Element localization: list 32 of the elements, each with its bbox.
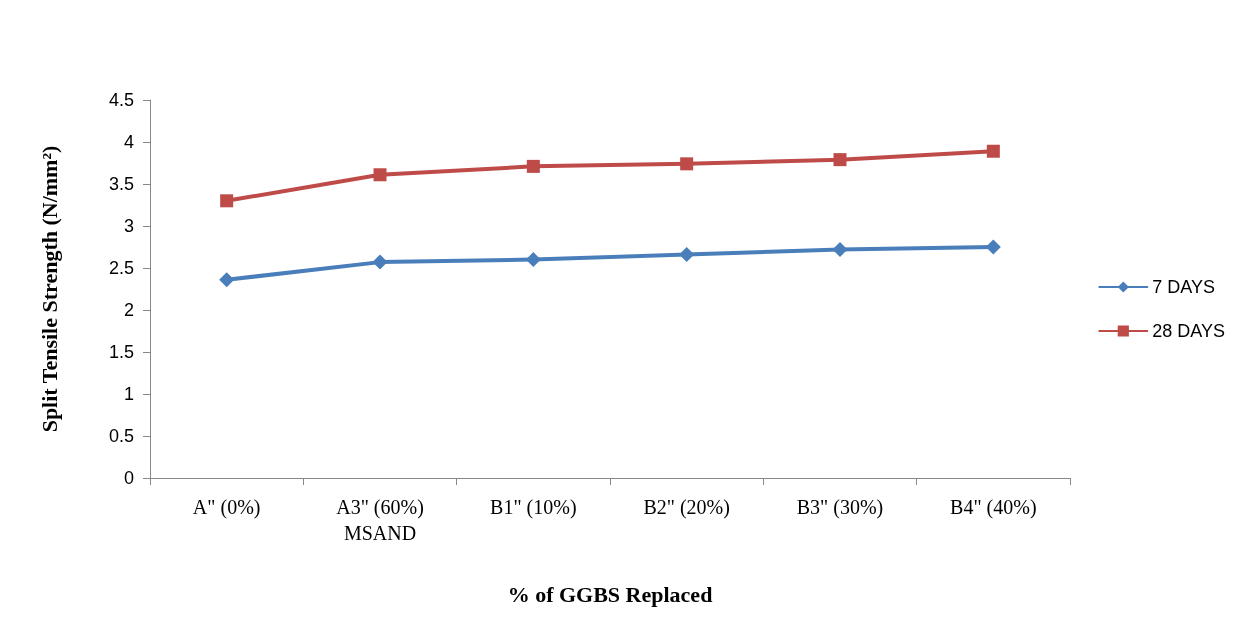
point bbox=[679, 247, 695, 263]
point bbox=[219, 272, 235, 288]
x-tick-label: B4" (40%) bbox=[950, 496, 1037, 519]
x-tick-label: B2" (20%) bbox=[643, 496, 730, 519]
y-tick-label: 1.5 bbox=[108, 342, 134, 362]
x-tick-label: B3" (30%) bbox=[796, 496, 884, 519]
x-tick-label: B1" (10%) bbox=[490, 496, 577, 519]
y-tick-label: 3 bbox=[123, 216, 134, 236]
point bbox=[986, 144, 1000, 158]
y-tick-label: 2.5 bbox=[108, 258, 134, 278]
x-axis-title: % of GGBS Replaced bbox=[507, 581, 713, 607]
point bbox=[985, 239, 1001, 255]
point bbox=[680, 157, 694, 171]
point bbox=[526, 159, 540, 173]
y-tick-label: 0 bbox=[123, 468, 134, 488]
y-axis-title: Split Tensile Strength (N/mm²) bbox=[36, 145, 62, 433]
point bbox=[525, 252, 541, 268]
point bbox=[833, 153, 847, 167]
y-tick-label: 2 bbox=[123, 300, 134, 320]
y-tick-label: 3.5 bbox=[108, 174, 134, 194]
y-tick-label: 1 bbox=[123, 384, 134, 404]
legend-label: 28 DAYS bbox=[1152, 321, 1225, 341]
x-tick-label: A3" (60%) MSAND bbox=[336, 496, 424, 544]
y-tick-label: 0.5 bbox=[108, 426, 134, 446]
point bbox=[832, 242, 848, 258]
point bbox=[220, 194, 234, 208]
y-tick-label: 4 bbox=[123, 132, 134, 152]
legend-label: 7 DAYS bbox=[1152, 277, 1215, 297]
y-tick-label: 4.5 bbox=[108, 90, 134, 110]
point bbox=[373, 168, 387, 182]
point bbox=[372, 254, 388, 270]
x-tick-label: A" (0%) bbox=[192, 496, 261, 519]
